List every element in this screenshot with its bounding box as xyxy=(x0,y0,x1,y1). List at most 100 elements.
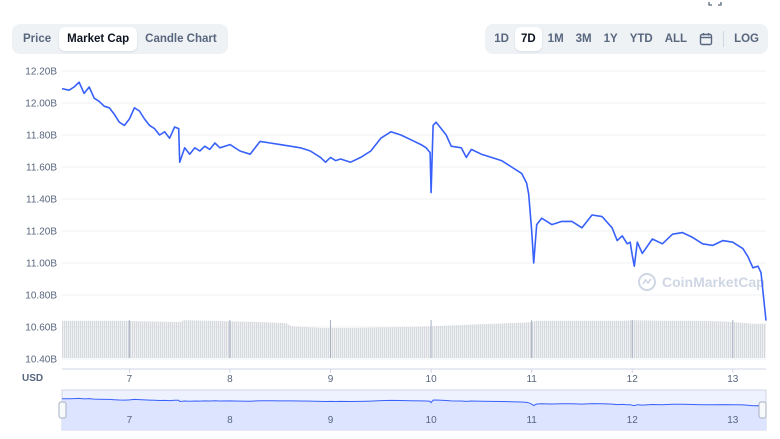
volume-bar xyxy=(714,321,716,358)
volume-bar xyxy=(524,322,526,358)
range-tab-3m[interactable]: 3M xyxy=(575,33,592,45)
volume-bar xyxy=(752,323,754,358)
volume-bar xyxy=(610,320,612,358)
range-tab-7d[interactable]: 7D xyxy=(514,27,542,51)
range-navigator[interactable]: 7 8 9 10 11 12 13 xyxy=(58,389,767,431)
volume-bar xyxy=(560,320,562,358)
range-tab-ytd[interactable]: YTD xyxy=(629,33,653,45)
chart-tab-price[interactable]: Price xyxy=(23,33,52,45)
volume-bar xyxy=(626,320,628,358)
log-divider xyxy=(723,31,725,47)
range-tab-1m[interactable]: 1M xyxy=(547,33,564,45)
volume-bar xyxy=(358,327,360,358)
volume-bar xyxy=(146,321,148,358)
volume-bar xyxy=(218,321,220,358)
volume-bar xyxy=(488,323,490,358)
range-tab-1y[interactable]: 1Y xyxy=(603,33,618,45)
volume-bar xyxy=(230,321,232,358)
volume-bar xyxy=(348,328,350,358)
volume-bar xyxy=(696,320,698,358)
volume-bar xyxy=(464,324,466,358)
volume-bar xyxy=(240,321,242,358)
volume-bar xyxy=(300,326,302,358)
volume-bar xyxy=(672,320,674,358)
volume-bar xyxy=(408,326,410,358)
volume-bar xyxy=(98,320,100,358)
volume-bar xyxy=(420,326,422,358)
volume-bar xyxy=(502,323,504,358)
range-tab-1d[interactable]: 1D xyxy=(494,33,509,45)
volume-bar xyxy=(88,320,90,358)
volume-bar xyxy=(188,320,190,358)
volume-bar xyxy=(232,321,234,358)
volume-bar xyxy=(162,321,164,358)
chart-tab-market-cap[interactable]: Market Cap xyxy=(59,27,138,51)
volume-bar xyxy=(618,320,620,358)
volume-bar xyxy=(482,324,484,358)
volume-bar xyxy=(760,323,762,358)
volume-bar xyxy=(622,320,624,358)
volume-bar xyxy=(410,326,412,358)
volume-bar xyxy=(526,322,528,358)
chart-type-tabs: Price Market Cap Candle Chart xyxy=(12,24,228,54)
volume-bar xyxy=(210,320,212,358)
volume-bar xyxy=(506,323,508,358)
volume-bar xyxy=(438,325,440,358)
calendar-icon[interactable] xyxy=(693,27,719,51)
volume-bar xyxy=(682,320,684,358)
volume-bar xyxy=(698,320,700,358)
chart-tab-candle-chart[interactable]: Candle Chart xyxy=(145,33,217,45)
volume-bar xyxy=(476,324,478,358)
volume-bar xyxy=(236,321,238,358)
volume-bar xyxy=(558,320,560,358)
volume-bar xyxy=(374,327,376,358)
volume-bar xyxy=(716,321,718,358)
x-tick-label: 9 xyxy=(328,374,334,385)
volume-bar xyxy=(422,326,424,358)
volume-bar xyxy=(638,320,640,358)
navigator-handle-right[interactable] xyxy=(758,401,767,419)
navigator-handle-left[interactable] xyxy=(58,401,67,419)
volume-bar xyxy=(462,324,464,358)
volume-bar xyxy=(290,326,292,358)
volume-bar xyxy=(238,321,240,358)
volume-bar xyxy=(480,324,482,358)
volume-bar xyxy=(198,320,200,358)
volume-bar xyxy=(186,320,188,358)
volume-bar xyxy=(708,321,710,358)
log-toggle[interactable]: LOG xyxy=(734,33,759,45)
volume-bar xyxy=(740,322,742,358)
volume-bar xyxy=(164,321,166,358)
volume-bar xyxy=(104,320,106,358)
volume-bar xyxy=(484,324,486,358)
volume-bar xyxy=(442,325,444,358)
volume-bar xyxy=(258,321,260,358)
volume-bar xyxy=(546,320,548,358)
range-tab-all[interactable]: ALL xyxy=(664,33,688,45)
volume-bar xyxy=(82,320,84,358)
volume-bar xyxy=(344,328,346,358)
volume-bar xyxy=(202,320,204,358)
volume-bar xyxy=(756,323,758,358)
volume-bar xyxy=(336,328,338,358)
volume-bar xyxy=(254,321,256,358)
volume-bar xyxy=(434,326,436,358)
volume-bar xyxy=(724,321,726,358)
volume-bar xyxy=(106,320,108,358)
volume-bar xyxy=(414,326,416,358)
volume-bar xyxy=(362,327,364,358)
volume-bar xyxy=(318,327,320,358)
volume-bar xyxy=(726,321,728,358)
volume-bar xyxy=(168,321,170,358)
volume-bar xyxy=(208,320,210,358)
volume-bar xyxy=(522,322,524,358)
volume-bar xyxy=(690,320,692,358)
y-tick-label: 10.60B xyxy=(25,323,57,334)
expand-icon[interactable] xyxy=(708,0,722,6)
volume-bar xyxy=(76,320,78,358)
volume-bar xyxy=(418,326,420,358)
volume-bar xyxy=(654,320,656,358)
volume-bar xyxy=(126,320,128,358)
y-tick-label: 11.60B xyxy=(26,163,57,174)
